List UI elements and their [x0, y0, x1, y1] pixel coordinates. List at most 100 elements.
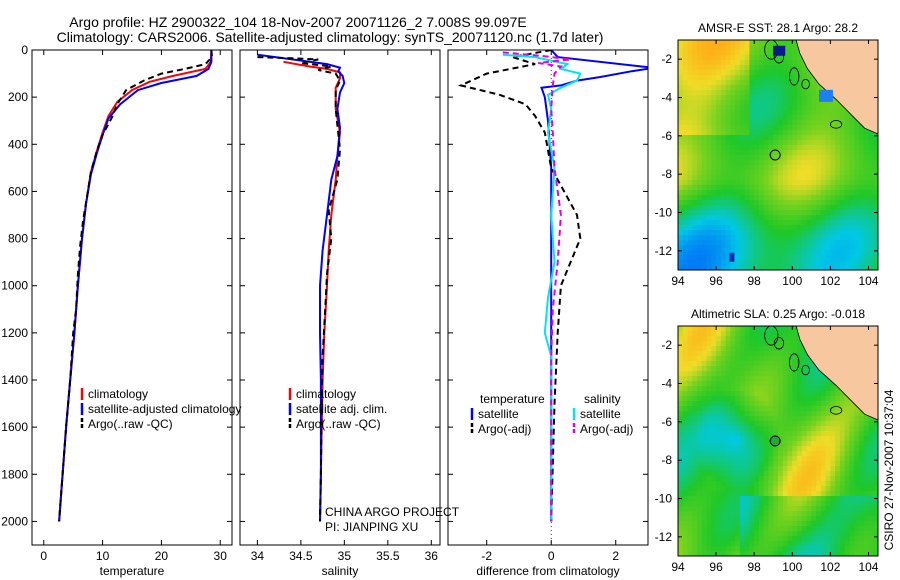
- map-cell: [754, 326, 760, 332]
- map-cell: [811, 225, 817, 231]
- map-cell: [873, 516, 878, 522]
- map-cell: [706, 496, 712, 502]
- map-cell: [682, 150, 689, 156]
- map-cell: [811, 130, 817, 136]
- map-cell: [816, 100, 822, 106]
- map-cell: [716, 80, 722, 86]
- map-cell: [682, 346, 689, 352]
- map-cell: [773, 456, 779, 462]
- map-cell: [730, 265, 736, 270]
- map-cell: [754, 55, 760, 61]
- map-cell: [816, 135, 822, 141]
- series-line-red: [283, 60, 342, 522]
- map-cell: [749, 446, 755, 452]
- map-cell: [739, 200, 746, 206]
- map-cell: [697, 140, 703, 146]
- map-cell: [873, 546, 878, 552]
- map-cell: [687, 40, 693, 46]
- map-cell: [797, 376, 803, 382]
- map-cell: [844, 406, 851, 412]
- map-cell: [854, 260, 860, 266]
- map-cell: [682, 80, 689, 86]
- map-cell: [844, 260, 851, 266]
- plot-frame: [31, 49, 233, 546]
- map-cell: [701, 541, 708, 547]
- map-cell: [739, 140, 746, 146]
- map-cell: [825, 110, 831, 116]
- map-cell: [806, 501, 812, 507]
- map-cell: [778, 200, 784, 206]
- map-cell: [744, 190, 751, 196]
- map-cell: [678, 506, 684, 512]
- map-cell: [868, 431, 874, 437]
- map-cell: [725, 40, 731, 46]
- map-cell: [778, 456, 784, 462]
- map-cell: [744, 466, 751, 472]
- map-cell: [725, 491, 731, 497]
- map-cell: [735, 95, 741, 101]
- map-cell: [692, 541, 698, 547]
- map-cell: [759, 506, 765, 512]
- map-cell: [811, 521, 817, 527]
- map-cell: [739, 366, 746, 372]
- map-cell: [768, 90, 774, 96]
- map-cell: [787, 351, 793, 357]
- map-cell: [825, 125, 831, 131]
- map-cell: [749, 401, 755, 407]
- map-cell: [797, 531, 803, 537]
- map-cell: [735, 451, 741, 457]
- map-cell: [735, 170, 741, 176]
- map-cell: [773, 185, 779, 191]
- map-cell: [873, 421, 878, 427]
- map-cell: [863, 431, 870, 437]
- map-cell: [678, 426, 684, 432]
- map-cell: [868, 436, 874, 442]
- map-cell: [735, 331, 741, 337]
- map-cell: [773, 501, 779, 507]
- map-cell: [754, 115, 760, 121]
- map-cell: [811, 230, 817, 236]
- map-cell: [859, 225, 865, 231]
- cold-pixel-patch: [773, 45, 786, 56]
- map-cell: [778, 240, 784, 246]
- map-cell: [825, 496, 831, 502]
- map-cell: [863, 135, 870, 141]
- map-cell: [692, 210, 698, 216]
- map-cell: [678, 446, 684, 452]
- map-cell: [863, 180, 870, 186]
- map-cell: [759, 215, 765, 221]
- map-cell: [754, 456, 760, 462]
- map-cell: [744, 516, 751, 522]
- map-cell: [825, 516, 831, 522]
- map-cell: [797, 230, 803, 236]
- map-cell: [716, 511, 722, 517]
- map-cell: [849, 255, 855, 261]
- map-cell: [759, 526, 765, 532]
- map-cell: [730, 240, 736, 246]
- map-cell: [825, 120, 831, 126]
- map-cell: [773, 331, 779, 337]
- map-cell: [830, 531, 836, 537]
- map-cell: [697, 511, 703, 517]
- map-cell: [873, 260, 878, 266]
- map-cell: [816, 145, 822, 151]
- map-cell: [835, 230, 841, 236]
- map-cell: [835, 401, 841, 407]
- map-cell: [787, 135, 793, 141]
- map-cell: [701, 331, 708, 337]
- map-cell: [863, 190, 870, 196]
- series-line-black: [457, 50, 582, 522]
- map-cell: [720, 115, 727, 121]
- map-cell: [854, 130, 860, 136]
- map-cell: [778, 486, 784, 492]
- map-cell: [735, 481, 741, 487]
- map-cell: [759, 255, 765, 261]
- map-cell: [778, 466, 784, 472]
- map-cell: [754, 356, 760, 362]
- map-cell: [716, 50, 722, 56]
- x-tick-label: 35: [338, 549, 352, 563]
- map-cell: [830, 441, 836, 447]
- map-cell: [763, 366, 770, 372]
- map-cell: [797, 356, 803, 362]
- map-cell: [716, 361, 722, 367]
